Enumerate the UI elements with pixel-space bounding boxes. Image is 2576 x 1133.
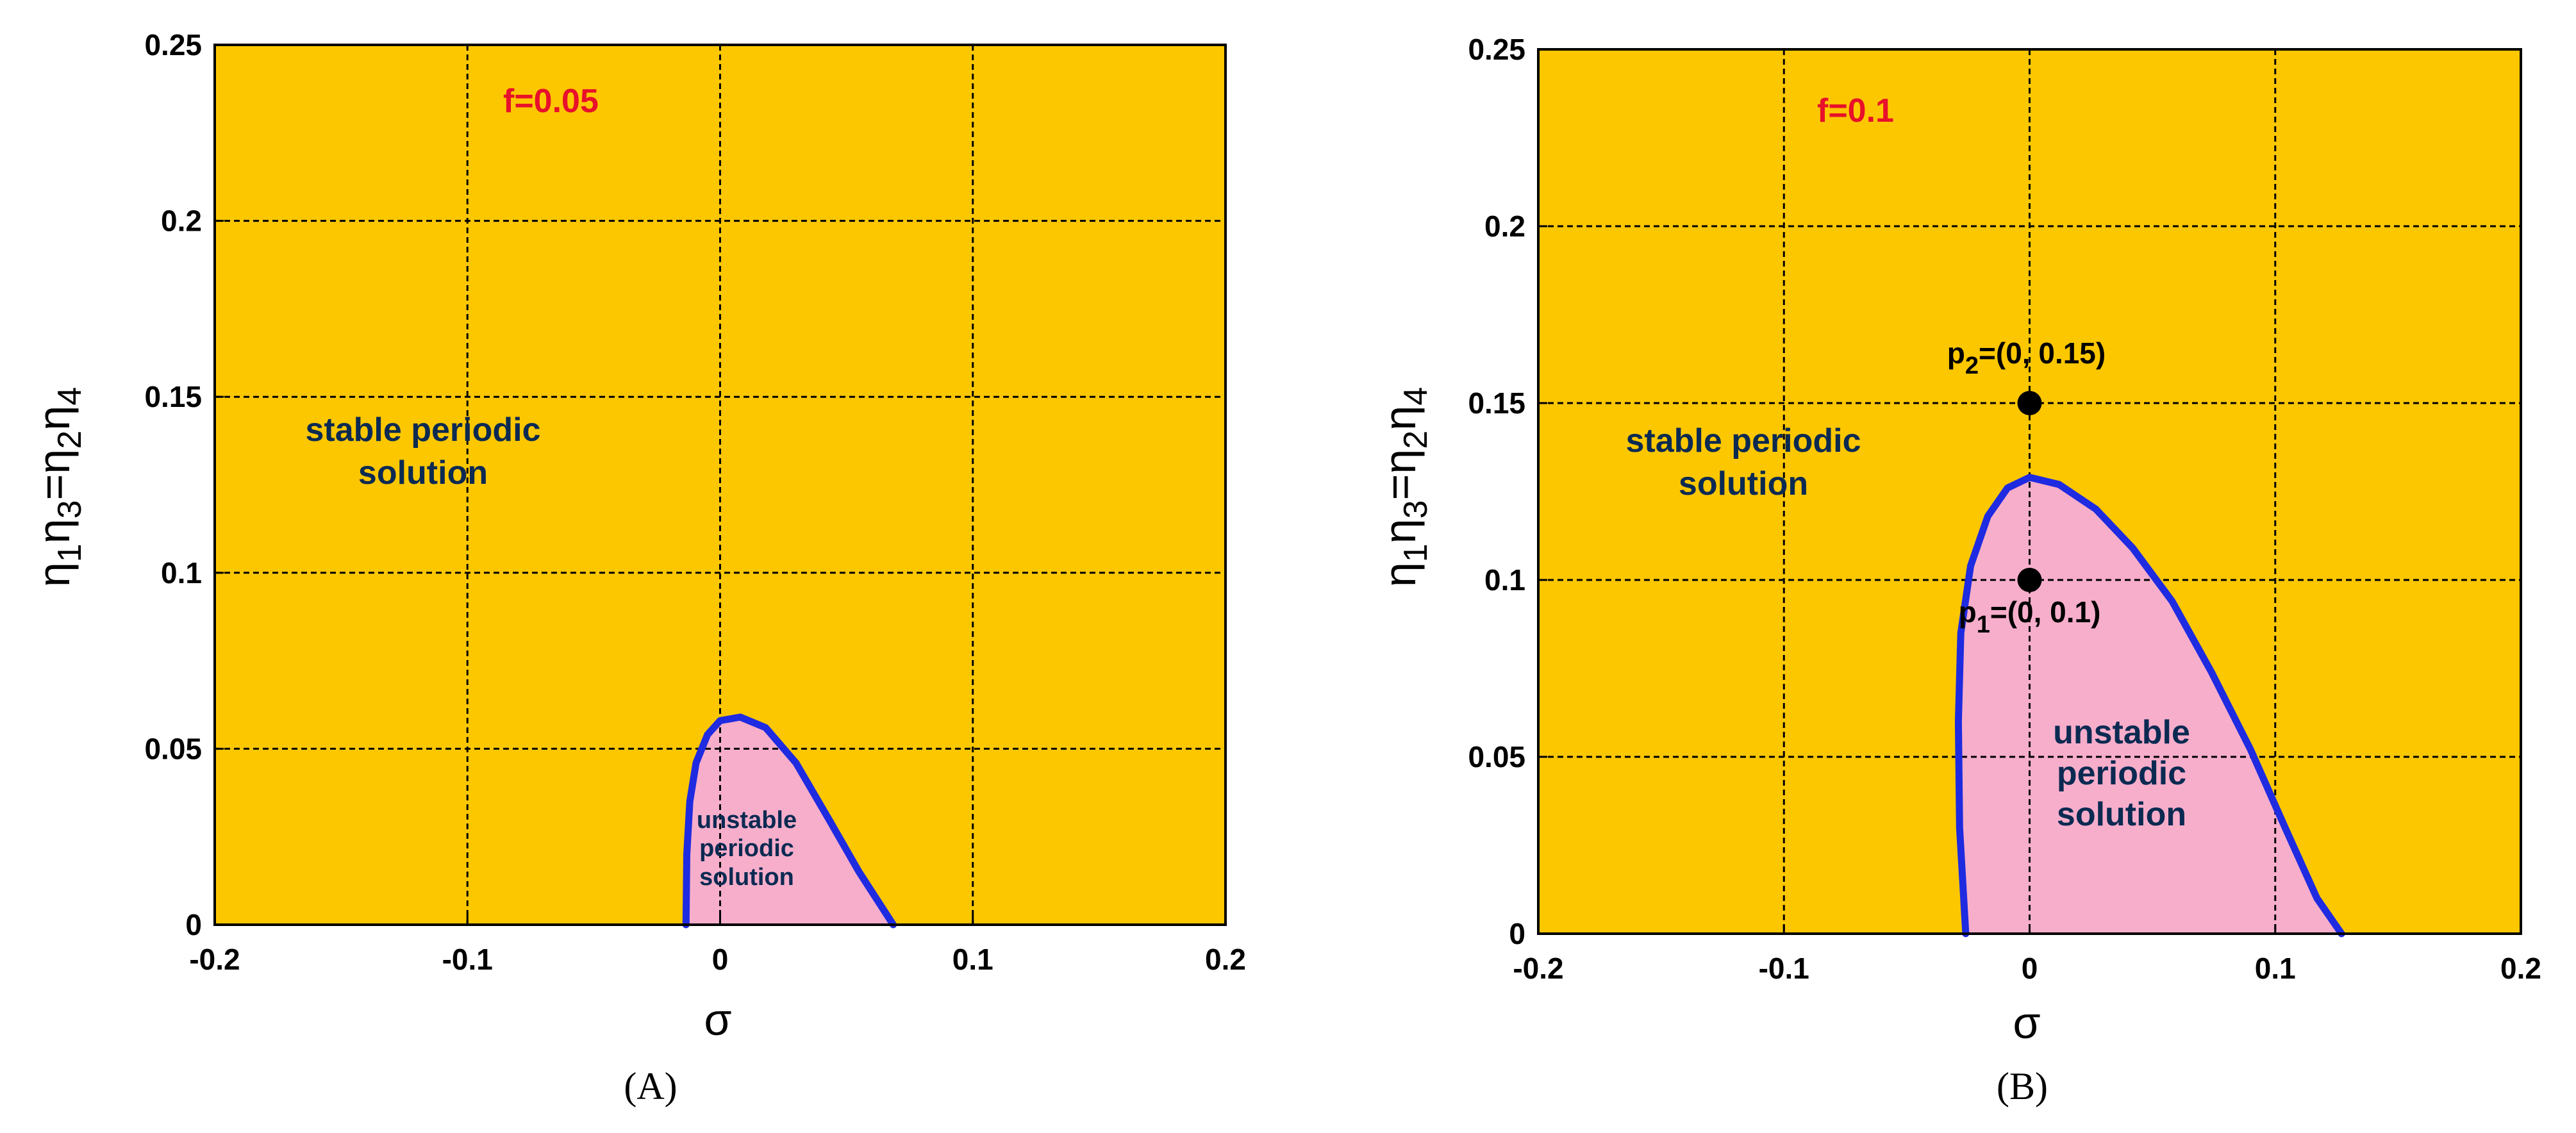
point-label-p2: p2=(0, 0.15) [1947, 336, 2106, 379]
panel-b: -0.2 -0.1 0 0.1 0.2 0 0.05 0.1 0.15 0.2 0.25 f=0.… [1375, 33, 2541, 1107]
y-tick-label: 0 [1509, 917, 1525, 950]
x-tick-label: -0.1 [1759, 952, 1809, 985]
point-label-p1: p1=(0, 0.1) [1959, 595, 2101, 638]
y-tick-label: 0.25 [1468, 33, 1525, 66]
marked-points: p1=(0, 0.1) p2=(0, 0.15) [1947, 336, 2106, 638]
unstable-region-label-line1: unstable [697, 807, 797, 834]
x-tick-label: -0.2 [1513, 952, 1563, 985]
grid-vertical-lines [1782, 49, 2277, 934]
y-tick-label: 0 [185, 908, 202, 941]
x-tick-label: 0.1 [2255, 952, 2296, 985]
f-annotation: f=0.05 [503, 83, 599, 120]
point-p2 [2017, 391, 2042, 415]
stable-region-label-line1: stable periodic [306, 411, 541, 449]
unstable-region [686, 717, 893, 925]
y-tick-label: 0.2 [1484, 210, 1525, 243]
y-tick-label: 0.05 [1468, 740, 1525, 773]
x-tick-label: -0.1 [442, 943, 493, 976]
x-tick-label: 0.2 [2500, 952, 2541, 985]
x-tick-label: 0 [712, 943, 729, 976]
y-tick-labels: 0 0.05 0.1 0.15 0.2 0.25 [1468, 33, 1547, 950]
stability-boundary-curve [1954, 474, 2345, 938]
x-tick-labels: -0.2 -0.1 0 0.1 0.2 [1513, 925, 2541, 985]
x-axis-label: σ [704, 995, 731, 1045]
y-axis-label: η1η3=η2η4 [1375, 387, 1434, 587]
stability-boundary-curve [682, 713, 897, 929]
unstable-region-label-line3: solution [699, 864, 794, 891]
y-tick-label: 0.1 [1484, 563, 1525, 597]
stable-region-label-line2: solution [1679, 465, 1808, 502]
y-tick-label: 0.15 [144, 380, 202, 413]
stable-region-label-line2: solution [358, 454, 488, 492]
y-tick-label: 0.2 [161, 204, 202, 238]
y-tick-labels: 0 0.05 0.1 0.15 0.2 0.25 [144, 28, 224, 941]
stable-region-label-line1: stable periodic [1626, 422, 1861, 459]
panel-label: (A) [624, 1065, 677, 1107]
x-tick-labels: -0.2 -0.1 0 0.1 0.2 [189, 916, 1246, 976]
x-tick-label: 0.2 [1205, 943, 1246, 976]
panel-label: (B) [1997, 1065, 2048, 1107]
unstable-region-label-line2: periodic [2057, 755, 2186, 792]
unstable-region-label-line1: unstable [2053, 714, 2190, 751]
grid-vertical-lines [466, 45, 974, 925]
y-axis-label: η1η3=η2η4 [29, 387, 88, 587]
unstable-region [1958, 477, 2342, 934]
x-axis-label: σ [2013, 998, 2040, 1048]
point-p1 [2017, 568, 2042, 592]
y-tick-label: 0.25 [144, 28, 202, 62]
panel-a: -0.2 -0.1 0 0.1 0.2 0 0.05 0.1 0.15 0.2 0.25 f=0.… [29, 28, 1246, 1107]
grid-horizontal-lines [215, 220, 1226, 750]
y-tick-label: 0.15 [1468, 386, 1525, 420]
unstable-region-label-line2: periodic [699, 835, 794, 862]
y-tick-label: 0.05 [144, 732, 202, 765]
unstable-region-label-line3: solution [2057, 796, 2186, 833]
f-annotation: f=0.1 [1817, 92, 1894, 129]
x-tick-label: 0 [2022, 952, 2038, 985]
x-tick-label: 0.1 [952, 943, 993, 976]
y-tick-label: 0.1 [161, 556, 202, 590]
x-tick-label: -0.2 [189, 943, 240, 976]
